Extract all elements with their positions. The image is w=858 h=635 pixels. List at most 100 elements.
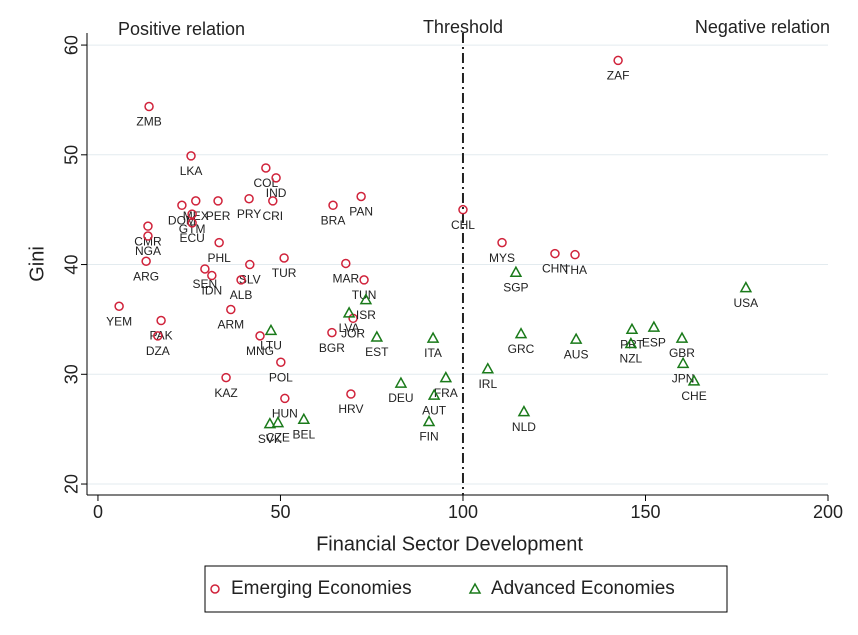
data-point [177, 200, 187, 211]
y-tick-label: 40 [62, 255, 82, 275]
legend-box [204, 565, 728, 613]
y-tick-label: 30 [62, 364, 82, 384]
annotation: Positive relation [118, 19, 245, 39]
data-point [187, 218, 197, 228]
point-label: ESP [642, 335, 666, 349]
point-label: SVK [258, 432, 282, 446]
data-point [255, 331, 265, 341]
data-point [687, 374, 701, 386]
data-point [550, 248, 560, 259]
data-point [327, 327, 337, 338]
data-point [236, 275, 246, 285]
point-label: SGP [503, 280, 528, 294]
data-point [191, 196, 201, 206]
data-point [356, 191, 366, 202]
point-label: IRL [478, 377, 497, 391]
data-point [625, 322, 639, 335]
legend-marker [210, 584, 220, 594]
point-label: JPN [672, 371, 695, 385]
data-point [739, 281, 753, 293]
data-point [675, 331, 689, 343]
data-point [279, 253, 289, 263]
legend-label: Advanced Economies [491, 578, 675, 599]
point-label: CHN [542, 262, 568, 276]
point-label: MAR [332, 272, 359, 286]
data-point [268, 196, 278, 206]
data-point [394, 376, 408, 388]
point-label: GTM [179, 222, 206, 236]
data-point [624, 337, 638, 349]
data-point [200, 264, 210, 274]
data-point [114, 301, 124, 311]
data-point [276, 357, 286, 367]
y-tick-label: 60 [62, 35, 82, 55]
data-point [153, 331, 163, 341]
point-label: LTU [260, 339, 282, 353]
data-point [359, 275, 369, 285]
y-axis-title: Gini [26, 246, 48, 282]
point-label: LVA [339, 321, 360, 335]
data-point [187, 209, 197, 219]
point-label: GBR [669, 346, 695, 360]
point-label: USA [734, 296, 759, 310]
x-tick-label: 100 [448, 502, 478, 522]
data-point [263, 417, 277, 429]
point-label: JOR [341, 326, 365, 340]
x-tick-label: 50 [270, 502, 290, 522]
data-point [214, 237, 224, 248]
data-point [427, 388, 441, 400]
data-point [226, 304, 236, 315]
point-label: HRV [338, 402, 363, 416]
data-point [245, 259, 255, 270]
point-label: TUR [272, 266, 297, 280]
data-point [509, 265, 523, 277]
data-point [497, 237, 507, 248]
point-label: PAN [349, 205, 373, 219]
data-point [514, 327, 528, 339]
data-point [517, 405, 531, 417]
point-label: CHE [681, 389, 706, 403]
point-label: HUN [272, 407, 298, 421]
point-label: ZMB [136, 115, 161, 129]
x-axis-title: Financial Sector Development [316, 533, 583, 555]
point-label: POL [269, 370, 293, 384]
data-point [439, 371, 453, 383]
point-label: BEL [292, 427, 315, 441]
point-label: TUN [352, 288, 377, 302]
point-label: EST [365, 345, 389, 359]
point-label: GRC [508, 342, 535, 356]
point-label: ZAF [607, 69, 630, 83]
data-point [144, 101, 154, 112]
data-point [271, 416, 285, 428]
legend-marker [468, 582, 482, 594]
data-point [143, 231, 153, 241]
data-point [213, 196, 223, 206]
data-point [280, 393, 290, 404]
point-label: NZL [620, 352, 643, 366]
data-point [156, 315, 166, 326]
point-label: PRY [237, 207, 261, 221]
point-label: ARG [133, 269, 159, 283]
data-point [613, 55, 623, 66]
y-tick-label: 50 [62, 145, 82, 165]
x-tick-label: 150 [630, 502, 660, 522]
point-label: AUT [422, 403, 447, 417]
point-label: DZA [146, 344, 170, 358]
data-point [346, 389, 356, 399]
point-label: LKA [180, 164, 203, 178]
data-point [422, 414, 436, 427]
data-point [328, 200, 338, 211]
data-point [207, 270, 217, 281]
x-tick-label: 0 [93, 502, 103, 522]
point-label: CMR [134, 234, 162, 248]
point-label: THA [563, 263, 587, 277]
point-label: AUS [564, 347, 589, 361]
point-label: ITA [424, 346, 442, 360]
point-label: ALB [230, 288, 253, 302]
point-label: NLD [512, 420, 536, 434]
data-point [264, 323, 278, 336]
point-label: CZE [266, 431, 290, 445]
annotation: Negative relation [695, 17, 830, 37]
